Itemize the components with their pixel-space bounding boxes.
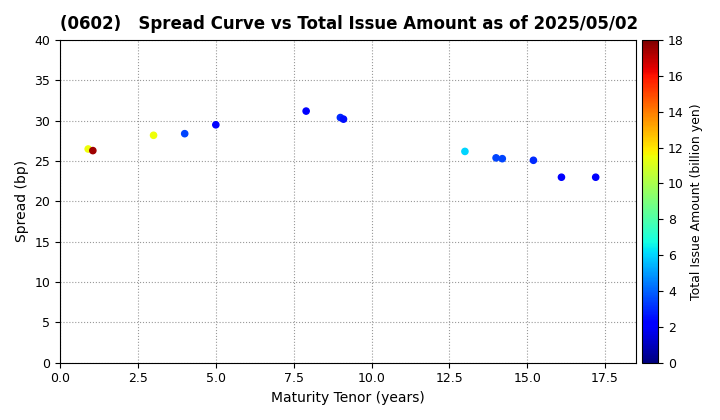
Y-axis label: Total Issue Amount (billion yen): Total Issue Amount (billion yen) (690, 103, 703, 300)
Point (459, 148, 471, 155)
Point (590, 174, 601, 181)
Point (179, 130, 191, 137)
Point (82, 146, 94, 152)
Point (300, 108, 312, 114)
X-axis label: Maturity Tenor (years): Maturity Tenor (years) (271, 391, 425, 405)
Y-axis label: Spread (bp): Spread (bp) (15, 160, 29, 242)
Point (338, 116, 349, 123)
Point (490, 155, 502, 161)
Point (87, 147, 99, 154)
Point (528, 157, 539, 164)
Text: (0602)   Spread Curve vs Total Issue Amount as of 2025/05/02: (0602) Spread Curve vs Total Issue Amoun… (60, 15, 638, 33)
Point (556, 174, 567, 181)
Point (210, 121, 222, 128)
Point (148, 132, 159, 139)
Point (335, 114, 346, 121)
Point (497, 155, 508, 162)
